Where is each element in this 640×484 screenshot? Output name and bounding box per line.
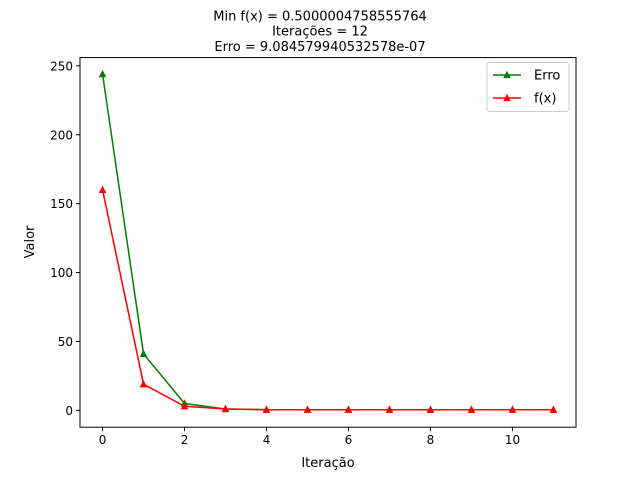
chart-title: Min f(x) = 0.5000004758555764 Iterações … <box>213 10 427 56</box>
data-point-erro <box>139 349 148 358</box>
series-line-fx <box>101 189 554 411</box>
x-tick-label: 2 <box>181 433 189 447</box>
legend-entry-erro: Erro <box>493 69 560 84</box>
y-tick-label: 200 <box>50 128 73 142</box>
legend: Erro f(x) <box>486 62 570 112</box>
chart-title-line-1: Min f(x) = 0.5000004758555764 <box>213 10 427 25</box>
data-point-fx <box>426 405 435 413</box>
series-lines <box>101 74 554 411</box>
data-point-fx <box>139 380 148 388</box>
x-axis-ticks: 0 2 4 6 8 10 <box>99 427 520 447</box>
data-point-fx <box>385 405 394 413</box>
data-point-fx <box>549 405 558 413</box>
legend-label-erro: Erro <box>534 69 560 84</box>
chart-title-line-2: Iterações = 12 <box>272 25 368 40</box>
plot-frame <box>79 57 577 428</box>
legend-label-fx: f(x) <box>534 92 556 107</box>
y-tick-label: 150 <box>50 197 73 211</box>
data-point-fx <box>180 402 189 410</box>
y-tick-label: 0 <box>65 404 73 418</box>
x-tick-label: 6 <box>345 433 353 447</box>
legend-marker-fx <box>503 93 511 102</box>
x-tick-label: 4 <box>263 433 271 447</box>
legend-entry-fx: f(x) <box>493 92 556 107</box>
x-tick-label: 10 <box>505 433 520 447</box>
y-axis-ticks: 0 50 100 150 200 250 <box>50 59 80 418</box>
data-point-fx <box>262 405 271 413</box>
data-point-fx <box>221 404 230 413</box>
y-axis-label: Valor <box>23 225 38 258</box>
data-point-fx <box>508 405 517 413</box>
y-tick-label: 250 <box>50 59 73 73</box>
data-point-fx <box>98 185 107 194</box>
y-tick-label: 100 <box>50 266 73 280</box>
data-point-fx <box>467 405 476 413</box>
data-point-fx <box>344 405 353 413</box>
data-point-erro <box>98 69 107 78</box>
chart-title-line-3: Erro = 9.084579940532578e-07 <box>214 40 425 55</box>
x-tick-label: 0 <box>99 433 107 447</box>
legend-marker-erro <box>503 70 511 79</box>
y-tick-label: 50 <box>58 335 73 349</box>
x-tick-label: 8 <box>427 433 435 447</box>
data-point-fx <box>303 405 312 413</box>
series-markers <box>98 69 558 413</box>
x-axis-label: Iteração <box>301 456 354 471</box>
